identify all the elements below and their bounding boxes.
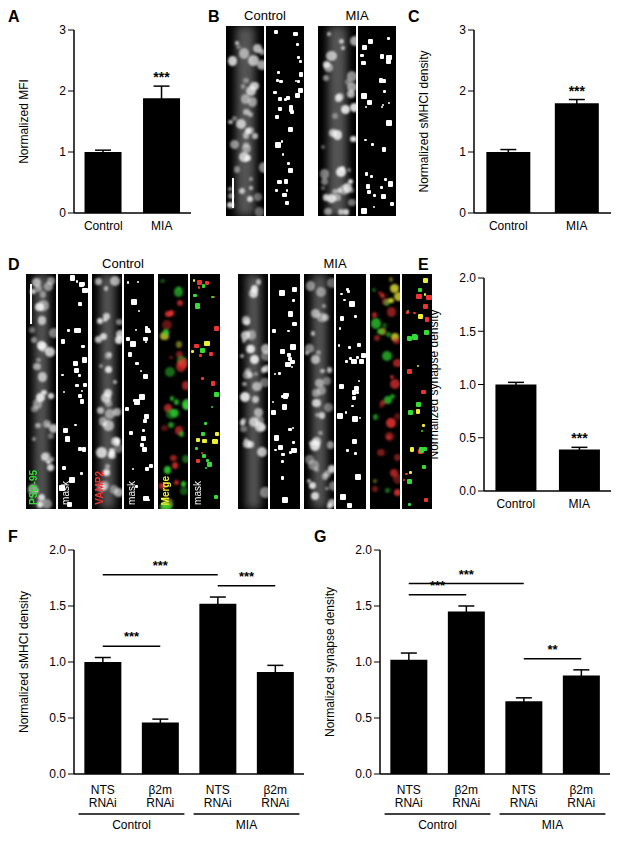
svg-text:3: 3 [459,23,466,37]
html-text:A: A [8,8,20,25]
svg-text:NTS: NTS [206,783,230,797]
html-text:C: C [408,8,420,25]
svg-text:Control: Control [418,818,457,832]
svg-text:0.5: 0.5 [459,431,476,445]
svg-text:2: 2 [459,84,466,98]
svg-text:***: *** [459,567,475,582]
svg-text:Control: Control [112,818,151,832]
html-text:D: D [8,256,20,273]
svg-text:0: 0 [59,206,66,220]
html-text:mask: mask [192,481,203,505]
svg-text:3: 3 [59,23,66,37]
svg-text:***: *** [571,430,588,446]
html-text:MIA: MIA [323,256,347,271]
svg-text:RNAi: RNAi [567,796,595,810]
svg-text:β2m: β2m [569,783,593,797]
svg-text:β2m: β2m [148,783,172,797]
html-text:F: F [8,528,18,545]
svg-text:RNAi: RNAi [204,796,232,810]
svg-text:***: *** [124,629,140,644]
html-text:Merge: Merge [160,475,171,505]
svg-text:0.5: 0.5 [49,711,66,725]
svg-text:1.5: 1.5 [355,599,372,613]
svg-text:2.0: 2.0 [459,271,476,285]
html-text:mask: mask [126,481,137,505]
svg-text:MIA: MIA [542,818,563,832]
svg-text:***: *** [569,83,586,99]
svg-text:0.0: 0.0 [49,767,66,781]
svg-text:***: *** [153,69,170,85]
svg-text:RNAi: RNAi [510,796,538,810]
svg-text:Control: Control [489,219,528,233]
html-text:G: G [314,528,327,545]
svg-text:MIA: MIA [236,818,257,832]
svg-text:0.5: 0.5 [355,711,372,725]
svg-text:RNAi: RNAi [395,796,423,810]
svg-text:RNAi: RNAi [89,796,117,810]
svg-text:MIA: MIA [569,497,590,511]
svg-text:2: 2 [59,84,66,98]
html-text:B: B [208,8,220,25]
svg-text:RNAi: RNAi [261,796,289,810]
svg-text:MIA: MIA [151,219,172,233]
svg-text:**: ** [547,642,558,657]
svg-text:***: *** [430,578,446,593]
svg-text:0.0: 0.0 [459,484,476,498]
html-text:PSD-95: PSD-95 [28,470,39,505]
svg-text:NTS: NTS [512,783,536,797]
svg-text:1: 1 [459,145,466,159]
svg-text:Normalized sMHCI density: Normalized sMHCI density [17,591,31,733]
svg-text:Normalized sMHCI density: Normalized sMHCI density [417,50,431,192]
html-text:mask: mask [60,481,71,505]
svg-text:RNAi: RNAi [146,796,174,810]
svg-text:NTS: NTS [91,783,115,797]
html-text:MIA: MIA [345,8,369,23]
svg-text:Normalized synapse density: Normalized synapse density [323,587,337,737]
svg-text:1.0: 1.0 [355,655,372,669]
svg-text:0: 0 [459,206,466,220]
svg-text:β2m: β2m [263,783,287,797]
svg-text:***: *** [153,558,169,573]
svg-text:0.0: 0.0 [355,767,372,781]
svg-text:RNAi: RNAi [452,796,480,810]
svg-text:Control: Control [496,497,535,511]
svg-text:1.5: 1.5 [459,325,476,339]
html-text:E: E [418,256,429,273]
svg-text:Normalized MFI: Normalized MFI [17,79,31,164]
svg-text:β2m: β2m [454,783,478,797]
svg-text:1.0: 1.0 [49,655,66,669]
svg-text:MIA: MIA [566,219,587,233]
svg-text:NTS: NTS [397,783,421,797]
svg-text:2.0: 2.0 [49,543,66,557]
svg-text:1: 1 [59,145,66,159]
svg-text:***: *** [239,569,255,584]
svg-text:2.0: 2.0 [355,543,372,557]
html-text:Control: Control [102,256,144,271]
svg-text:Normalized synapse density: Normalized synapse density [427,309,441,459]
html-text:Control: Control [244,8,286,23]
html-text:VAMP2: VAMP2 [94,471,105,505]
svg-text:1.5: 1.5 [49,599,66,613]
svg-text:1.0: 1.0 [459,378,476,392]
svg-text:Control: Control [84,219,123,233]
